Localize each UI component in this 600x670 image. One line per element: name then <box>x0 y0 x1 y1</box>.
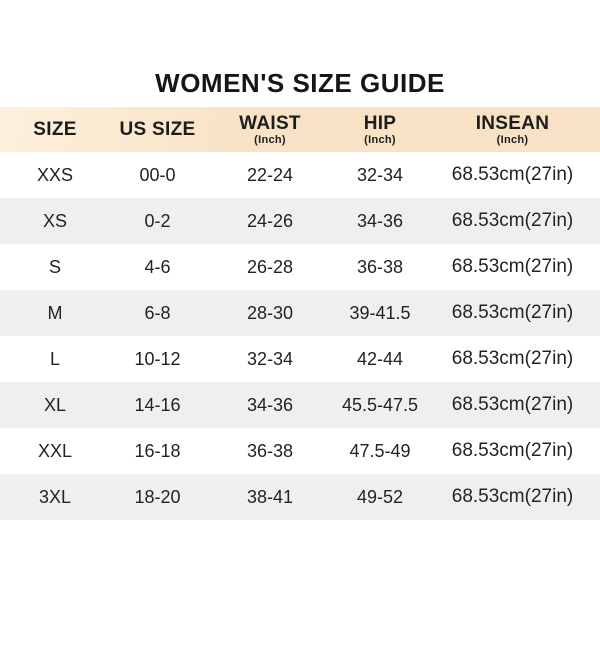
column-header-inseam: INSEAN (Inch) <box>425 107 600 152</box>
cell-us-size: 4-6 <box>144 256 171 277</box>
cell-hip: 42-44 <box>356 348 404 369</box>
table-header: SIZE US SIZE WAIST (Inch) HIP (Inch) INS… <box>0 107 600 152</box>
table-row-xl: XL 14-16 34-36 45.5-47.5 68.53cm(27in) <box>0 382 600 428</box>
column-header-hip: HIP (Inch) <box>335 107 425 152</box>
cell-hip: 36-38 <box>356 256 404 277</box>
cell-hip: 47.5-49 <box>349 440 411 461</box>
cell-size: S <box>48 256 61 277</box>
cell-inseam: 68.53cm(27in) <box>451 486 574 507</box>
cell-size: M <box>47 302 63 323</box>
cell-inseam: 68.53cm(27in) <box>451 394 574 415</box>
table-row-xxs: XXS 00-0 22-24 32-34 68.53cm(27in) <box>0 152 600 198</box>
cell-us-size: 0-2 <box>144 210 171 231</box>
column-label-us-size: US SIZE <box>119 118 196 140</box>
column-label-size: SIZE <box>33 118 77 140</box>
cell-hip: 49-52 <box>356 486 404 507</box>
table-row-xxl: XXL 16-18 36-38 47.5-49 68.53cm(27in) <box>0 428 600 474</box>
cell-waist: 32-34 <box>246 348 294 369</box>
column-label-hip: HIP <box>363 112 397 134</box>
cell-waist: 24-26 <box>246 210 294 231</box>
page-title: WOMEN'S SIZE GUIDE <box>155 68 445 98</box>
cell-waist: 34-36 <box>246 394 294 415</box>
cell-size: 3XL <box>38 486 72 507</box>
column-header-us-size: US SIZE <box>110 107 205 152</box>
cell-waist: 36-38 <box>246 440 294 461</box>
cell-waist: 38-41 <box>246 486 294 507</box>
cell-us-size: 18-20 <box>134 486 181 507</box>
cell-size: XL <box>43 394 67 415</box>
cell-size: XS <box>42 210 67 231</box>
table-body: XXS 00-0 22-24 32-34 68.53cm(27in) XS 0-… <box>0 152 600 520</box>
size-guide-page: WOMEN'S SIZE GUIDE SIZE US SIZE WAIST (I… <box>0 70 600 520</box>
column-label-inseam: INSEAN <box>475 112 550 134</box>
cell-size: L <box>49 348 60 369</box>
table-row-m: M 6-8 28-30 39-41.5 68.53cm(27in) <box>0 290 600 336</box>
column-unit-waist: (Inch) <box>254 133 286 146</box>
cell-inseam: 68.53cm(27in) <box>451 440 574 461</box>
cell-hip: 34-36 <box>356 210 404 231</box>
table-row-s: S 4-6 26-28 36-38 68.53cm(27in) <box>0 244 600 290</box>
size-guide-table: SIZE US SIZE WAIST (Inch) HIP (Inch) INS… <box>0 107 600 520</box>
column-header-size: SIZE <box>0 107 110 152</box>
cell-inseam: 68.53cm(27in) <box>451 210 574 231</box>
table-row-xs: XS 0-2 24-26 34-36 68.53cm(27in) <box>0 198 600 244</box>
table-row-3xl: 3XL 18-20 38-41 49-52 68.53cm(27in) <box>0 474 600 520</box>
cell-inseam: 68.53cm(27in) <box>451 256 574 277</box>
column-unit-hip: (Inch) <box>364 133 396 146</box>
cell-us-size: 6-8 <box>144 302 171 323</box>
column-label-waist: WAIST <box>239 112 301 134</box>
cell-hip: 45.5-47.5 <box>341 394 419 415</box>
cell-us-size: 10-12 <box>134 348 181 369</box>
cell-us-size: 14-16 <box>134 394 181 415</box>
cell-hip: 39-41.5 <box>349 302 411 323</box>
cell-inseam: 68.53cm(27in) <box>451 348 574 369</box>
cell-waist: 26-28 <box>246 256 294 277</box>
column-unit-inseam: (Inch) <box>496 133 529 146</box>
table-row-l: L 10-12 32-34 42-44 68.53cm(27in) <box>0 336 600 382</box>
cell-inseam: 68.53cm(27in) <box>451 302 574 323</box>
cell-inseam: 68.53cm(27in) <box>451 164 574 185</box>
cell-hip: 32-34 <box>356 164 404 185</box>
cell-us-size: 00-0 <box>139 164 176 185</box>
column-header-waist: WAIST (Inch) <box>205 107 335 152</box>
cell-size: XXL <box>37 440 73 461</box>
cell-size: XXS <box>36 164 74 185</box>
cell-waist: 28-30 <box>246 302 294 323</box>
cell-waist: 22-24 <box>246 164 294 185</box>
cell-us-size: 16-18 <box>134 440 181 461</box>
table-header-row: SIZE US SIZE WAIST (Inch) HIP (Inch) INS… <box>0 107 600 152</box>
